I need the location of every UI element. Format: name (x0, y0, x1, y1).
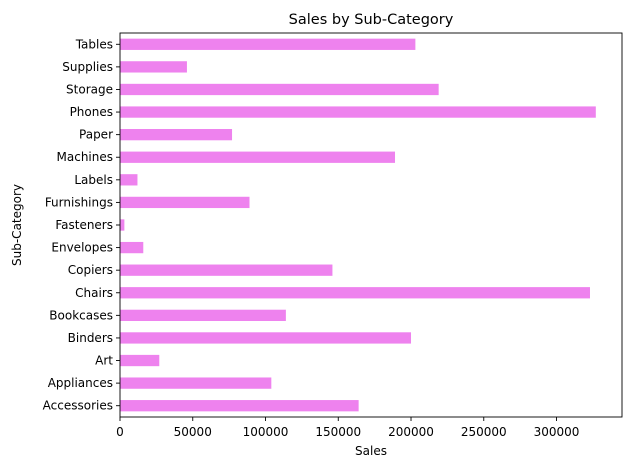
x-tick-label: 100000 (243, 425, 289, 439)
bar-machines (120, 151, 396, 163)
bar-envelopes (120, 241, 144, 254)
y-tick-label: Supplies (62, 60, 113, 74)
y-tick-label: Accessories (43, 399, 113, 413)
bar-tables (120, 38, 416, 50)
bar-supplies (120, 61, 187, 73)
bar-chairs (120, 287, 590, 299)
bar-paper (120, 129, 233, 141)
chart-title: Sales by Sub-Category (289, 12, 454, 28)
y-tick-label: Bookcases (49, 308, 113, 322)
bar-labels (120, 174, 138, 186)
bar-fasteners (120, 219, 125, 231)
axis-ticks: Accessories Appliances Art Binders Bookcases… (43, 37, 580, 439)
y-tick-label: Fasteners (55, 218, 113, 232)
y-tick-label: Tables (75, 37, 113, 51)
y-tick-label: Copiers (68, 263, 113, 277)
y-tick-label: Paper (79, 128, 113, 142)
x-tick-label: 0 (116, 425, 124, 439)
y-tick-label: Phones (70, 105, 113, 119)
x-tick-label: 250000 (461, 425, 507, 439)
bar-phones (120, 106, 596, 118)
bar-storage (120, 83, 439, 96)
bar-art (120, 354, 160, 367)
x-tick-label: 300000 (534, 425, 580, 439)
plot-frame (119, 32, 623, 418)
bar-accessories (120, 400, 359, 412)
y-axis-label: Sub-Category (10, 184, 24, 266)
bar-appliances (120, 377, 272, 389)
y-tick-label: Labels (74, 173, 113, 187)
bar-binders (120, 332, 412, 344)
y-tick-label: Binders (68, 331, 113, 345)
x-tick-label: 150000 (315, 425, 361, 439)
x-tick-label: 200000 (388, 425, 434, 439)
bars (120, 38, 596, 412)
y-tick-label: Chairs (75, 286, 113, 300)
y-tick-label: Envelopes (51, 241, 113, 255)
bar-bookcases (120, 309, 286, 321)
x-tick-label: 50000 (174, 425, 212, 439)
y-tick-label: Appliances (48, 376, 113, 390)
x-axis-label: Sales (355, 444, 387, 458)
bar-copiers (120, 264, 333, 276)
y-tick-label: Machines (57, 150, 113, 164)
y-tick-label: Storage (66, 82, 113, 96)
y-tick-label: Art (95, 354, 113, 368)
bar-furnishings (120, 196, 250, 209)
y-tick-label: Furnishings (45, 195, 113, 209)
